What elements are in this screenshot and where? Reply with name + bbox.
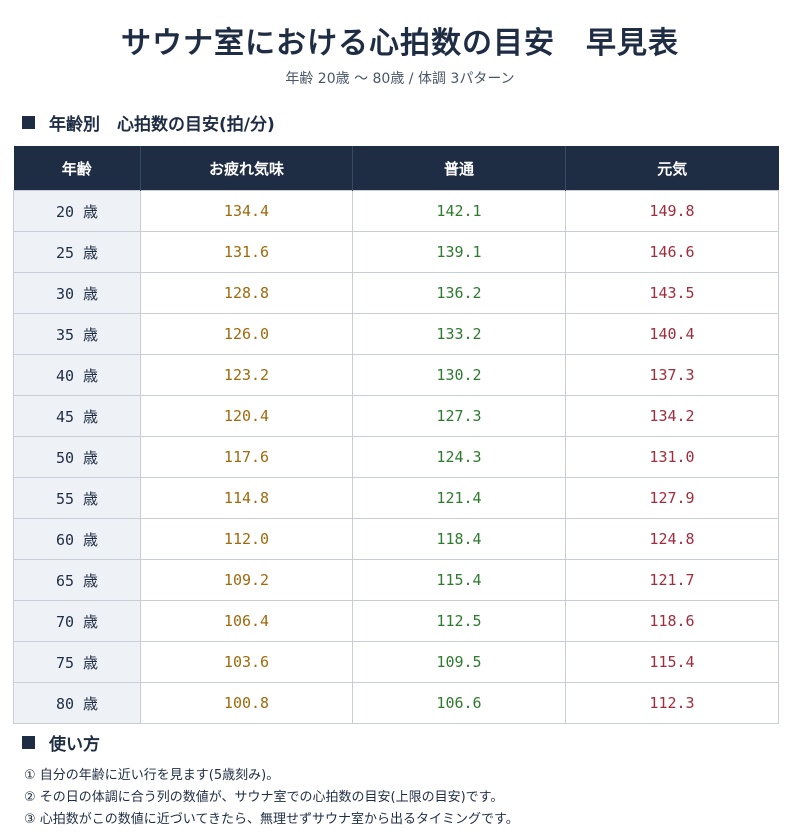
energetic-value-cell: 121.7 [565, 559, 779, 601]
howto-section-heading-text: 使い方 [49, 735, 100, 755]
tired-value-cell: 109.2 [140, 559, 353, 601]
age-cell: 25 歳 [13, 231, 141, 273]
table-row: 35 歳 126.0 133.2 140.4 [13, 313, 779, 355]
howto-item: ② その日の体調に合う列の数値が、サウナ室での心拍数の目安(上限の目安)です。 [24, 790, 504, 805]
normal-value-cell: 112.5 [352, 600, 566, 642]
age-cell: 80 歳 [13, 682, 141, 724]
age-cell: 20 歳 [13, 190, 141, 232]
table-row: 40 歳 123.2 130.2 137.3 [13, 354, 779, 396]
table-row: 70 歳 106.4 112.5 118.6 [13, 600, 779, 642]
normal-value-cell: 109.5 [352, 641, 566, 683]
table-row: 45 歳 120.4 127.3 134.2 [13, 395, 779, 437]
page-title: サウナ室における心拍数の目安 早見表 [121, 26, 679, 61]
table-section-heading-text: 年齢別 心拍数の目安(拍/分) [49, 115, 275, 135]
age-cell: 75 歳 [13, 641, 141, 683]
column-header-age: 年齢 [13, 146, 141, 191]
energetic-value-cell: 118.6 [565, 600, 779, 642]
age-cell: 50 歳 [13, 436, 141, 478]
tired-value-cell: 120.4 [140, 395, 353, 437]
table-row: 20 歳 134.4 142.1 149.8 [13, 190, 779, 232]
energetic-value-cell: 127.9 [565, 477, 779, 519]
energetic-value-cell: 137.3 [565, 354, 779, 396]
tired-value-cell: 131.6 [140, 231, 353, 273]
tired-value-cell: 117.6 [140, 436, 353, 478]
howto-item: ① 自分の年齢に近い行を見ます(5歳刻み)。 [24, 768, 280, 783]
tired-value-cell: 126.0 [140, 313, 353, 355]
normal-value-cell: 115.4 [352, 559, 566, 601]
page-subtitle: 年齢 20歳 〜 80歳 / 体調 3パターン [285, 71, 515, 87]
tired-value-cell: 103.6 [140, 641, 353, 683]
tired-value-cell: 114.8 [140, 477, 353, 519]
energetic-value-cell: 112.3 [565, 682, 779, 724]
table-header-row: 年齢 お疲れ気味 普通 元気 [13, 146, 779, 191]
howto-item: ③ 心拍数がこの数値に近づいてきたら、無理せずサウナ室から出るタイミングです。 [24, 812, 519, 827]
table-row: 50 歳 117.6 124.3 131.0 [13, 436, 779, 478]
age-cell: 40 歳 [13, 354, 141, 396]
tired-value-cell: 112.0 [140, 518, 353, 560]
tired-value-cell: 128.8 [140, 272, 353, 314]
square-bullet-icon [22, 116, 35, 129]
normal-value-cell: 127.3 [352, 395, 566, 437]
heart-rate-table: 年齢 お疲れ気味 普通 元気 20 歳 134.4 142.1 149.8 25 歳 13… [13, 146, 779, 724]
table-body: 20 歳 134.4 142.1 149.8 25 歳 131.6 139.1 146.6 30… [13, 190, 779, 724]
age-cell: 65 歳 [13, 559, 141, 601]
table-row: 80 歳 100.8 106.6 112.3 [13, 682, 779, 724]
age-cell: 30 歳 [13, 272, 141, 314]
normal-value-cell: 121.4 [352, 477, 566, 519]
age-cell: 60 歳 [13, 518, 141, 560]
table-row: 30 歳 128.8 136.2 143.5 [13, 272, 779, 314]
normal-value-cell: 139.1 [352, 231, 566, 273]
normal-value-cell: 106.6 [352, 682, 566, 724]
tired-value-cell: 100.8 [140, 682, 353, 724]
energetic-value-cell: 134.2 [565, 395, 779, 437]
normal-value-cell: 130.2 [352, 354, 566, 396]
square-bullet-icon [22, 736, 35, 749]
howto-section-heading: 使い方 [22, 730, 100, 755]
energetic-value-cell: 140.4 [565, 313, 779, 355]
table-row: 65 歳 109.2 115.4 121.7 [13, 559, 779, 601]
table-row: 75 歳 103.6 109.5 115.4 [13, 641, 779, 683]
howto-list: ① 自分の年齢に近い行を見ます(5歳刻み)。 ② その日の体調に合う列の数値が、… [24, 765, 519, 831]
table-row: 25 歳 131.6 139.1 146.6 [13, 231, 779, 273]
normal-value-cell: 136.2 [352, 272, 566, 314]
age-cell: 70 歳 [13, 600, 141, 642]
heart-rate-table-container: 年齢 お疲れ気味 普通 元気 20 歳 134.4 142.1 149.8 25 歳 13… [13, 146, 779, 724]
normal-value-cell: 124.3 [352, 436, 566, 478]
age-cell: 45 歳 [13, 395, 141, 437]
age-cell: 55 歳 [13, 477, 141, 519]
energetic-value-cell: 149.8 [565, 190, 779, 232]
table-row: 60 歳 112.0 118.4 124.8 [13, 518, 779, 560]
normal-value-cell: 118.4 [352, 518, 566, 560]
energetic-value-cell: 143.5 [565, 272, 779, 314]
energetic-value-cell: 115.4 [565, 641, 779, 683]
energetic-value-cell: 124.8 [565, 518, 779, 560]
normal-value-cell: 142.1 [352, 190, 566, 232]
column-header-energetic: 元気 [565, 146, 779, 191]
age-cell: 35 歳 [13, 313, 141, 355]
tired-value-cell: 106.4 [140, 600, 353, 642]
table-row: 55 歳 114.8 121.4 127.9 [13, 477, 779, 519]
table-section-heading: 年齢別 心拍数の目安(拍/分) [22, 110, 275, 135]
energetic-value-cell: 146.6 [565, 231, 779, 273]
normal-value-cell: 133.2 [352, 313, 566, 355]
tired-value-cell: 123.2 [140, 354, 353, 396]
column-header-tired: お疲れ気味 [140, 146, 353, 191]
tired-value-cell: 134.4 [140, 190, 353, 232]
energetic-value-cell: 131.0 [565, 436, 779, 478]
column-header-normal: 普通 [352, 146, 566, 191]
